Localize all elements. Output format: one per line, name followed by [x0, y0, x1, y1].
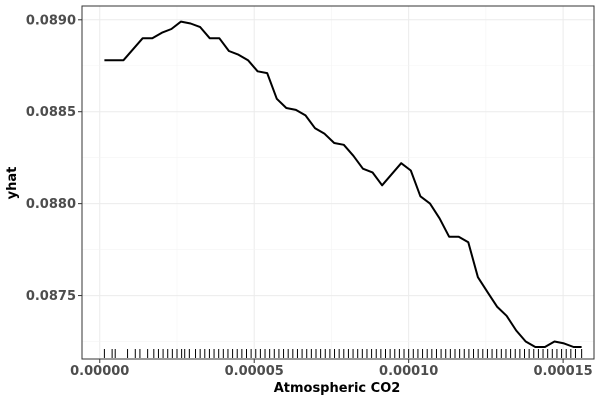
- y-tick-label: 0.0890: [26, 13, 76, 28]
- x-tick-label: 0.00015: [534, 364, 593, 379]
- plot-panel-border: [81, 5, 595, 360]
- x-axis: 0.00000 0.00005 0.00010 0.00015: [70, 359, 593, 379]
- x-axis-title: Atmospheric CO2: [274, 381, 401, 396]
- series-line-yhat: [104, 20, 582, 348]
- y-axis-title: yhat: [5, 167, 20, 200]
- x-tick-label: 0.00005: [225, 364, 284, 379]
- x-tick-label: 0.00010: [379, 364, 438, 379]
- grid-lines: [82, 6, 594, 359]
- rug-marks: [103, 349, 583, 358]
- x-tick-label: 0.00000: [70, 364, 129, 379]
- y-axis: 0.0875 0.0880 0.0885 0.0890: [26, 13, 82, 304]
- y-tick-label: 0.0875: [26, 289, 76, 304]
- y-tick-label: 0.0885: [26, 105, 76, 120]
- y-tick-label: 0.0880: [26, 197, 76, 212]
